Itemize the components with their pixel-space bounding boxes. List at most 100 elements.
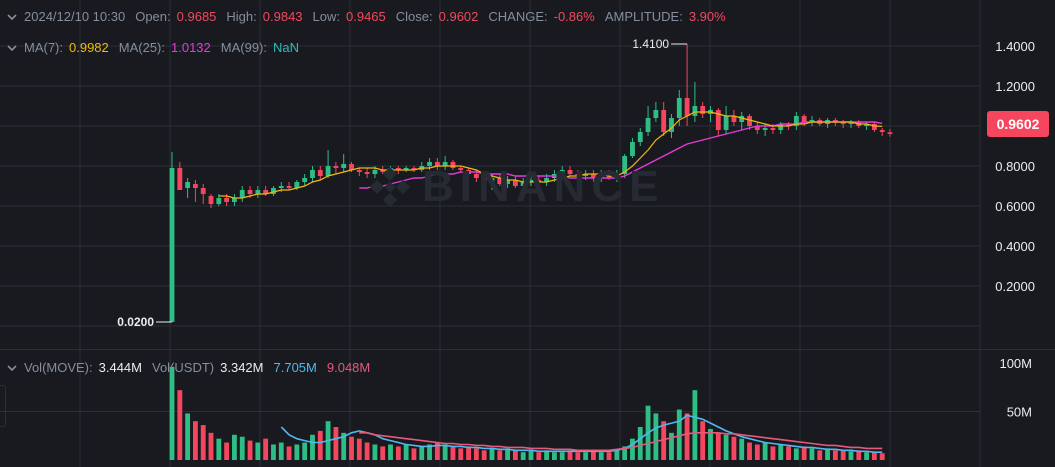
volume-bar xyxy=(364,442,370,460)
candle-body xyxy=(200,188,206,194)
volume-bar xyxy=(247,440,253,460)
volume-bar xyxy=(637,427,643,460)
candle-body xyxy=(325,166,331,176)
volume-bar xyxy=(653,413,659,460)
volume-bar xyxy=(591,450,596,460)
candle-body xyxy=(731,116,737,122)
volume-bar xyxy=(356,438,362,460)
collapse-handle[interactable] xyxy=(0,385,6,427)
candle-body xyxy=(809,120,815,122)
volume-bar xyxy=(684,413,690,460)
volume-bar xyxy=(388,444,393,460)
grid-lines xyxy=(0,0,981,467)
candle-body xyxy=(169,168,175,322)
candle-body xyxy=(692,106,698,116)
candle-body xyxy=(497,178,503,184)
ma99-label: MA(99): xyxy=(220,40,267,55)
candle-body xyxy=(450,162,456,168)
volume-bar xyxy=(661,421,667,460)
volume-bar xyxy=(224,442,230,460)
candle-body xyxy=(770,128,776,130)
price-tick-label: 0.6000 xyxy=(995,199,1035,214)
candle-body xyxy=(559,170,565,174)
volume-bar xyxy=(793,448,799,460)
candle-body xyxy=(645,118,651,132)
close-label: Close: xyxy=(395,9,433,24)
chevron-down-icon[interactable] xyxy=(6,42,18,54)
chevron-down-icon[interactable] xyxy=(6,362,18,374)
candle-body xyxy=(754,126,760,130)
volume-bar xyxy=(442,444,448,460)
volume-bar xyxy=(559,452,565,460)
candle-body xyxy=(871,124,877,130)
price-tick-label: 0.8000 xyxy=(995,159,1035,174)
volume-bar xyxy=(271,444,276,460)
candle-body xyxy=(544,178,550,182)
candle-body xyxy=(801,116,807,122)
volume-bar xyxy=(505,448,511,460)
low-label: Low: xyxy=(312,9,340,24)
candle-body xyxy=(622,156,628,174)
candle-body xyxy=(278,186,284,188)
candle-body xyxy=(832,120,838,122)
volume-bar xyxy=(372,444,378,460)
candle-body xyxy=(739,116,745,122)
annotations: 1.4100 0.0200 xyxy=(117,37,688,329)
volume-bar xyxy=(349,436,354,460)
volume-bar xyxy=(333,427,339,460)
candle-body xyxy=(255,190,261,194)
candle-body xyxy=(286,186,292,188)
binance-logo-icon xyxy=(370,167,410,207)
volume-bar xyxy=(302,442,308,460)
volume-bar xyxy=(528,450,534,460)
volume-bar xyxy=(801,446,807,460)
amplitude-label: AMPLITUDE: xyxy=(604,9,683,24)
open-value: 0.9685 xyxy=(176,9,217,24)
candle-body xyxy=(333,166,339,168)
volume-bar xyxy=(754,444,760,460)
close-value: 0.9602 xyxy=(438,9,479,24)
candle-body xyxy=(356,170,362,172)
candle-body xyxy=(317,170,323,176)
amplitude-value: 3.90% xyxy=(688,9,726,24)
ma7-label: MA(7): xyxy=(24,40,63,55)
volume-bar xyxy=(512,450,518,460)
volume-bar xyxy=(294,444,300,460)
candle-body xyxy=(567,170,573,174)
candle-body xyxy=(263,190,269,194)
volume-tick-label: 100M xyxy=(999,356,1032,371)
volume-bar xyxy=(762,442,768,460)
candle-body xyxy=(380,170,386,172)
candle-body xyxy=(793,116,799,126)
candle-body xyxy=(536,180,542,182)
volume-tick-label: 50M xyxy=(1007,405,1032,420)
volume-bar xyxy=(458,448,464,460)
volume-bar xyxy=(856,450,862,460)
volume-bar xyxy=(317,430,323,460)
candle-body xyxy=(224,198,230,202)
volume-bar xyxy=(544,450,550,460)
chevron-down-icon[interactable] xyxy=(6,11,18,23)
volume-bar xyxy=(185,413,191,460)
price-tick-label: 0.2000 xyxy=(995,279,1035,294)
high-value: 0.9843 xyxy=(262,9,303,24)
change-value: -0.86% xyxy=(553,9,595,24)
open-label: Open: xyxy=(135,9,171,24)
candle-body xyxy=(302,178,308,182)
candle-body xyxy=(747,116,752,126)
volume-bar xyxy=(411,448,417,460)
volume-bar xyxy=(232,434,237,460)
candle-body xyxy=(778,124,784,130)
candle-body xyxy=(630,142,635,156)
candle-date: 2024/12/10 10:30 xyxy=(24,9,126,24)
volume-bar xyxy=(864,452,870,460)
volume-bar xyxy=(216,438,222,460)
candle-body xyxy=(411,168,417,170)
candle-body xyxy=(247,190,253,194)
volume-bar xyxy=(497,450,503,460)
candle-body xyxy=(715,110,721,130)
candle-body xyxy=(591,174,596,178)
ma99-value: NaN xyxy=(273,40,300,55)
volume-bar xyxy=(200,425,206,460)
